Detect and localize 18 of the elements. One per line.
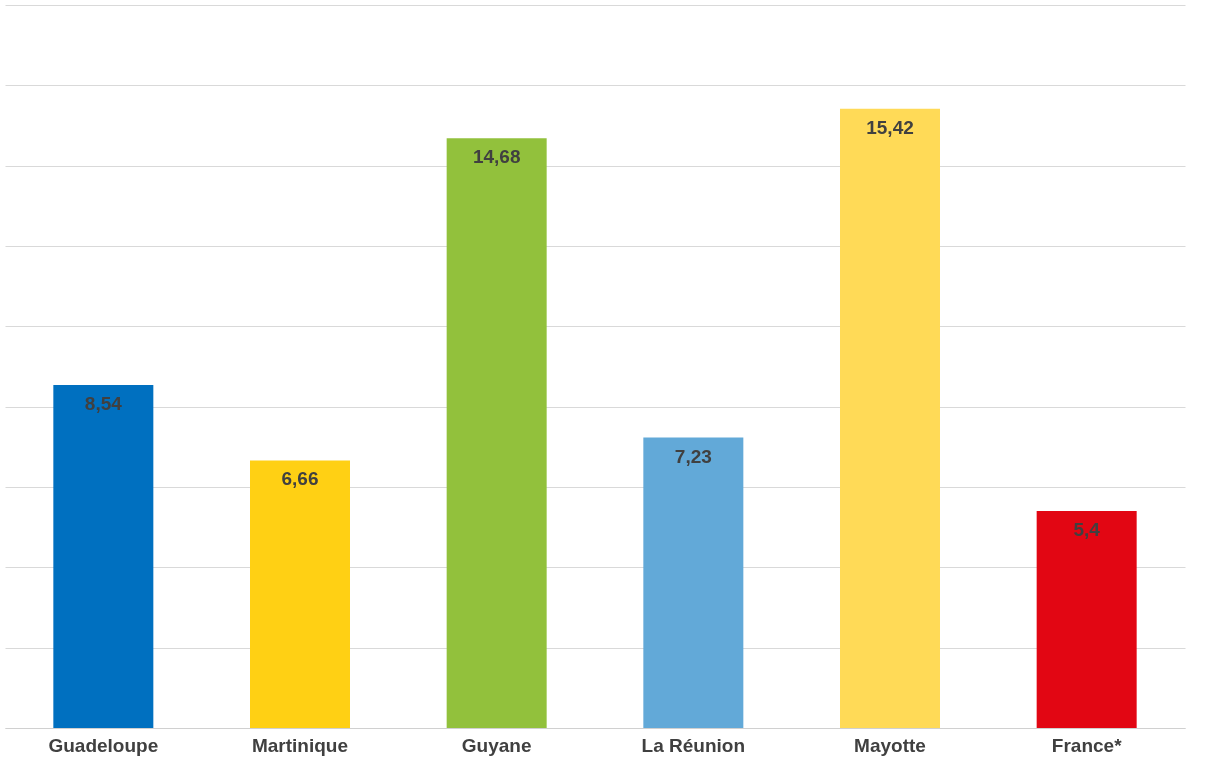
data-label: 7,23 [674,445,712,467]
data-label: 5,4 [1073,519,1101,541]
data-label: 8,54 [84,392,123,414]
bar [643,437,744,728]
x-tick-label: Guyane [461,734,532,756]
data-label: 15,42 [866,116,914,138]
bar [1036,511,1137,728]
x-tick-label: Martinique [251,734,349,756]
bar [446,138,547,728]
data-label: 14,68 [472,146,521,168]
data-label: 6,66 [281,468,319,490]
bar [53,384,154,728]
x-tick-label: Mayotte [854,734,926,756]
bar [250,460,350,728]
x-tick-label: Guadeloupe [48,734,159,756]
x-tick-label: La Réunion [641,734,746,756]
bar [840,108,940,728]
x-tick-label: France* [1051,734,1123,756]
